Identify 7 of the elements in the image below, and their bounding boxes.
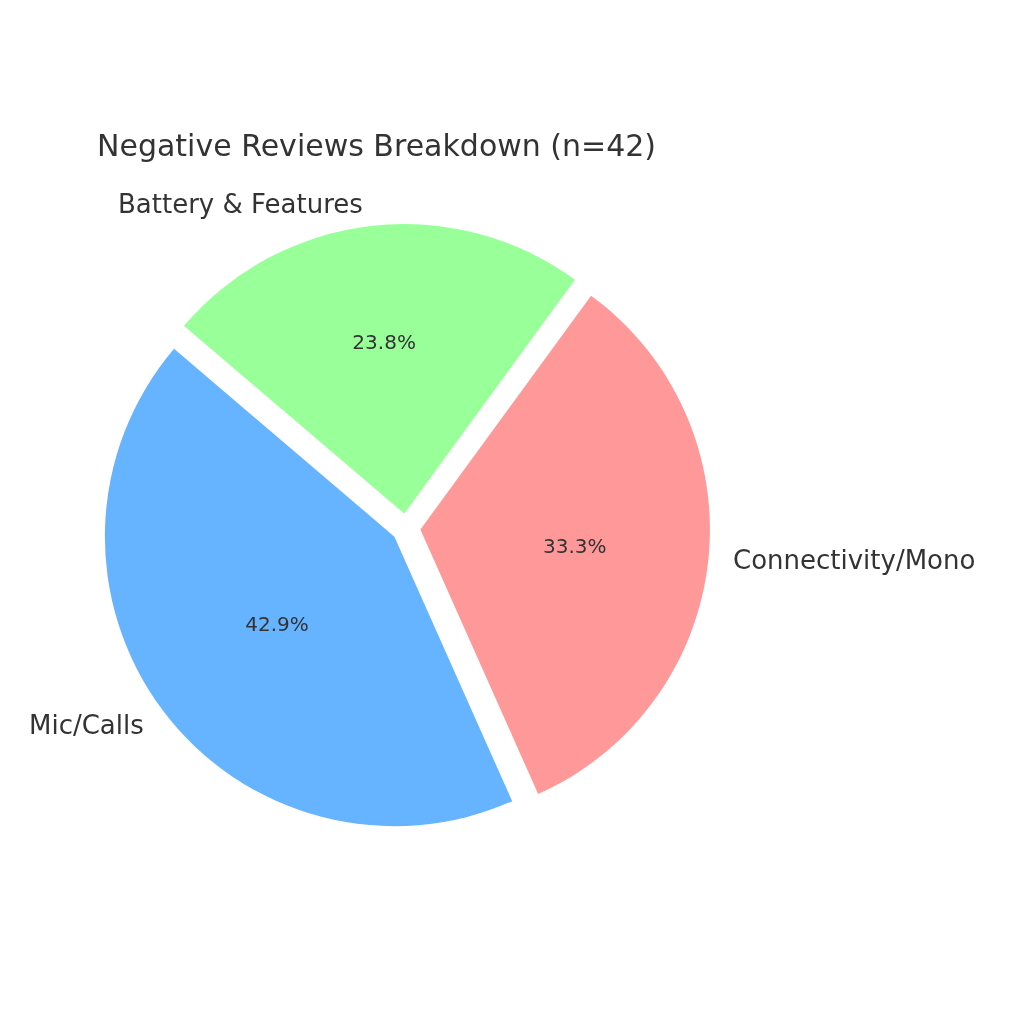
data-label: 42.9%: [245, 612, 309, 637]
chart-title: Negative Reviews Breakdown (n=42): [97, 127, 657, 163]
data-label: 23.8%: [352, 330, 416, 355]
slice-label: Connectivity/Mono: [733, 545, 976, 575]
slice-label: Battery & Features: [118, 189, 363, 219]
data-label: 33.3%: [542, 533, 607, 558]
slice-label: Mic/Calls: [29, 710, 144, 740]
